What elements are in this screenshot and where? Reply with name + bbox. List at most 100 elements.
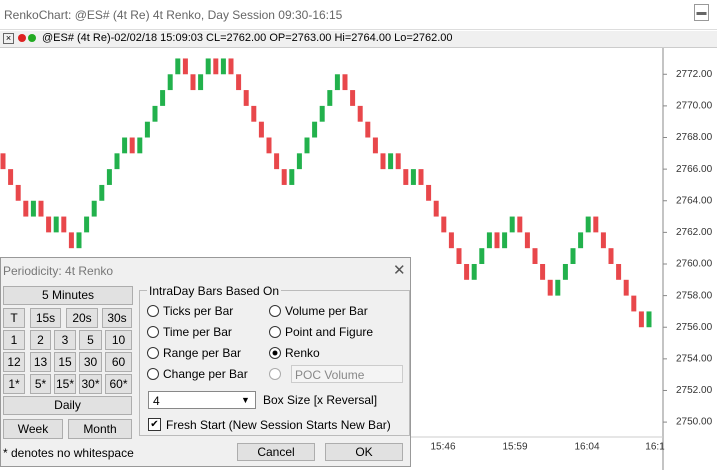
minimize-button[interactable]: ▬ <box>694 4 709 21</box>
dialog-close[interactable]: ✕ <box>393 262 406 279</box>
x-tick-label: 15:46 <box>430 442 455 453</box>
brick <box>570 248 576 264</box>
brick <box>410 169 416 185</box>
button[interactable]: 1* <box>3 374 25 394</box>
y-tick-label: 2758.00 <box>676 290 713 301</box>
button[interactable]: Month <box>68 419 132 439</box>
button[interactable]: 30* <box>79 374 102 394</box>
option-label: Time per Bar <box>163 325 232 339</box>
y-tick-label: 2768.00 <box>676 132 713 143</box>
option-radio[interactable] <box>269 305 281 317</box>
button[interactable]: OK <box>325 443 403 461</box>
button[interactable]: Daily <box>3 396 132 415</box>
button[interactable]: 2 <box>30 330 51 350</box>
button[interactable]: 15* <box>54 374 76 394</box>
x-tick-label: 15:59 <box>502 442 527 453</box>
button[interactable]: 5* <box>30 374 51 394</box>
brick <box>418 169 424 185</box>
option-radio[interactable] <box>269 347 281 359</box>
fresh-start-checkbox[interactable]: ✔ <box>148 418 161 431</box>
button[interactable]: 30s <box>102 308 132 328</box>
brick <box>486 232 492 249</box>
button[interactable]: 12 <box>3 352 25 372</box>
brick <box>441 216 447 233</box>
button[interactable]: 5 <box>79 330 102 350</box>
brick <box>251 105 257 122</box>
button[interactable]: 20s <box>66 308 98 328</box>
brick <box>198 74 204 91</box>
x-tick-label: 16:04 <box>574 442 599 453</box>
y-tick-label: 2764.00 <box>676 195 713 206</box>
x-tick-label: 16:1 <box>645 442 665 453</box>
button[interactable]: 5 Minutes <box>3 286 133 305</box>
button[interactable]: 1 <box>3 330 25 350</box>
brick <box>114 153 120 170</box>
brick <box>99 184 105 201</box>
brick <box>312 121 318 138</box>
brick <box>129 137 135 154</box>
button[interactable]: 30 <box>79 352 102 372</box>
option-radio[interactable] <box>147 347 159 359</box>
box-size-dropdown[interactable]: 4 <box>148 391 256 409</box>
brick <box>494 232 500 249</box>
brick <box>8 169 14 185</box>
brick <box>426 184 432 201</box>
option-radio[interactable] <box>147 368 159 380</box>
button[interactable]: 10 <box>105 330 132 350</box>
brick <box>106 169 112 185</box>
dialog-title: Periodicity: 4t Renko <box>3 264 114 278</box>
brick <box>540 263 546 280</box>
button[interactable]: Week <box>3 419 63 439</box>
brick <box>228 58 234 75</box>
brick <box>327 90 333 106</box>
button[interactable]: T <box>3 308 25 328</box>
brick <box>334 74 340 91</box>
brick <box>76 232 82 249</box>
brick <box>144 121 150 138</box>
brick <box>578 232 584 249</box>
box-size-label: Box Size [x Reversal] <box>263 393 378 407</box>
option-radio[interactable] <box>147 326 159 338</box>
brick <box>175 58 181 75</box>
brick <box>137 137 143 154</box>
poc-radio[interactable] <box>269 368 281 380</box>
red-dot <box>18 34 26 42</box>
brick <box>266 137 272 154</box>
brick <box>15 184 21 201</box>
fresh-start-label: Fresh Start (New Session Starts New Bar) <box>166 418 391 432</box>
option-label: Renko <box>285 346 320 360</box>
brick <box>380 153 386 170</box>
y-tick-label: 2752.00 <box>676 385 713 396</box>
option-radio[interactable] <box>269 326 281 338</box>
option-radio[interactable] <box>147 305 159 317</box>
brick <box>547 279 553 296</box>
brick <box>479 248 485 264</box>
brick <box>623 279 629 296</box>
brick <box>122 137 128 154</box>
group-title: IntraDay Bars Based On <box>147 284 282 298</box>
brick <box>448 232 454 249</box>
button[interactable]: 60* <box>105 374 132 394</box>
option-label: Ticks per Bar <box>163 304 234 318</box>
button[interactable]: 13 <box>30 352 51 372</box>
brick <box>213 58 219 75</box>
brick <box>319 105 325 122</box>
poc-dropdown[interactable]: POC Volume <box>291 365 403 383</box>
close-icon[interactable]: × <box>3 33 14 44</box>
option-label: Change per Bar <box>163 367 248 381</box>
brick <box>350 90 356 106</box>
brick <box>471 263 477 280</box>
button[interactable]: 60 <box>105 352 132 372</box>
brick <box>243 90 249 106</box>
option-label: Range per Bar <box>163 346 242 360</box>
button[interactable]: 3 <box>54 330 76 350</box>
brick <box>517 216 523 233</box>
brick <box>388 153 394 170</box>
brick <box>646 311 652 328</box>
button[interactable]: 15 <box>54 352 76 372</box>
brick <box>357 105 363 122</box>
brick <box>236 74 242 91</box>
button[interactable]: Cancel <box>237 443 315 461</box>
button[interactable]: 15s <box>30 308 61 328</box>
